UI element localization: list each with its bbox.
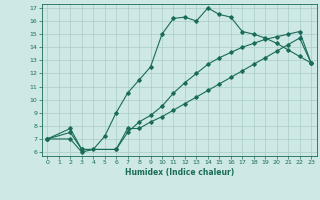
X-axis label: Humidex (Indice chaleur): Humidex (Indice chaleur)	[124, 168, 234, 177]
